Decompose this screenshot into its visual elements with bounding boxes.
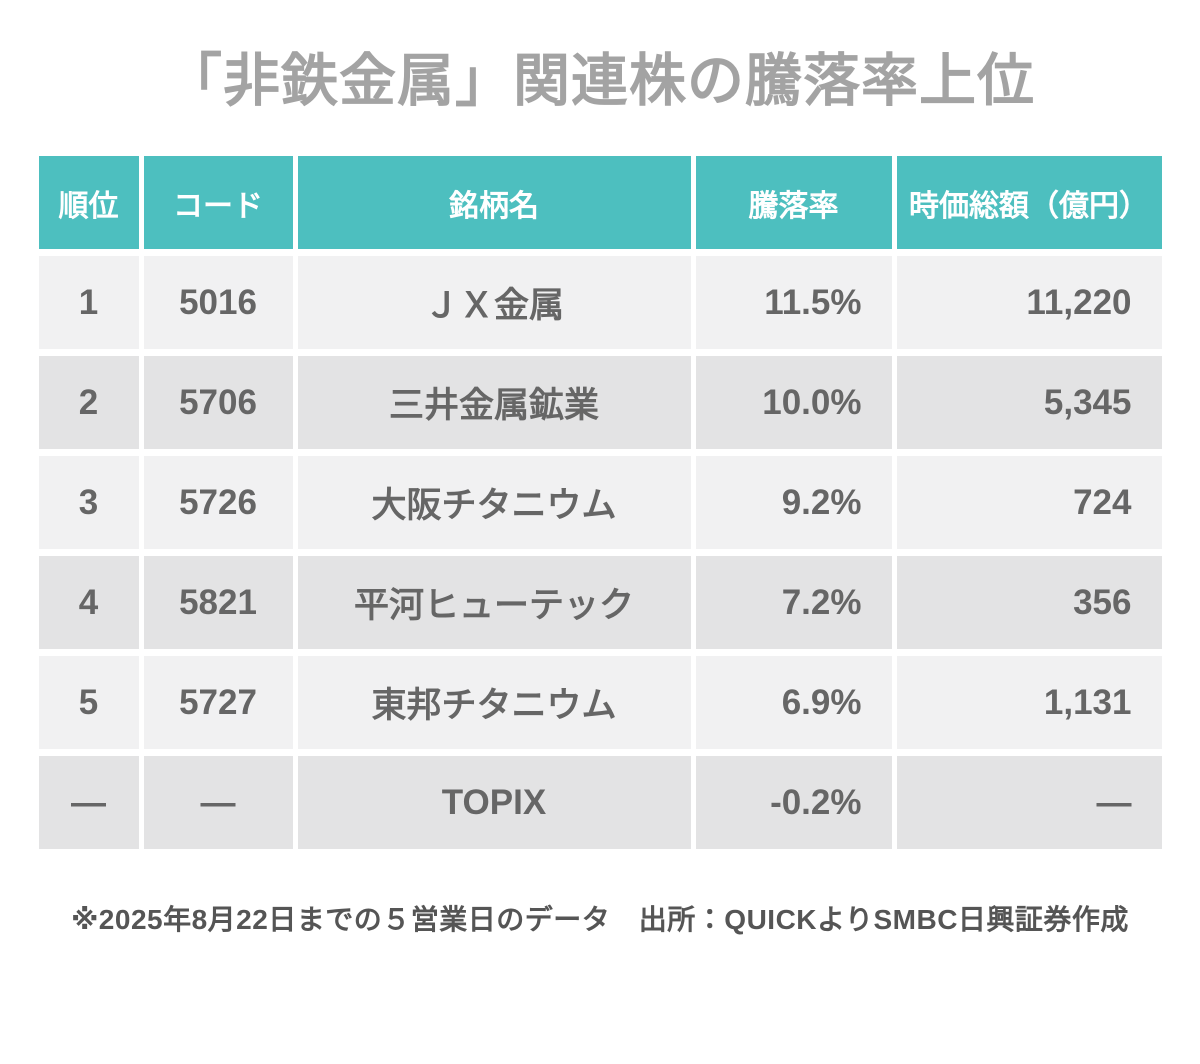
- change-cell: 6.9%: [695, 656, 892, 750]
- column-header-name: 銘柄名: [297, 156, 691, 250]
- name-cell: 東邦チタニウム: [297, 656, 691, 750]
- mcap-cell: 356: [896, 556, 1162, 650]
- code-cell: 5727: [143, 656, 293, 750]
- change-cell: 11.5%: [695, 256, 892, 350]
- rank-cell: 1: [38, 256, 139, 350]
- rank-cell: 2: [38, 356, 139, 450]
- mcap-cell: —: [896, 756, 1162, 850]
- name-cell: ＪＸ金属: [297, 256, 691, 350]
- column-header-code: コード: [143, 156, 293, 250]
- name-cell: 大阪チタニウム: [297, 456, 691, 550]
- column-header-rank: 順位: [38, 156, 139, 250]
- table-row: 5 5727 東邦チタニウム 6.9% 1,131: [38, 656, 1162, 750]
- name-cell: 三井金属鉱業: [297, 356, 691, 450]
- table-row: 2 5706 三井金属鉱業 10.0% 5,345: [38, 356, 1162, 450]
- footnote: ※2025年8月22日までの５営業日のデータ 出所：QUICKよりSMBC日興証…: [71, 904, 1129, 936]
- rank-cell: 4: [38, 556, 139, 650]
- name-cell: 平河ヒューテック: [297, 556, 691, 650]
- table-body: 1 5016 ＪＸ金属 11.5% 11,220 2 5706 三井金属鉱業 10.0% 5,34…: [38, 256, 1162, 850]
- table-header: 順位 コード 銘柄名 騰落率 時価総額（億円）: [38, 156, 1162, 250]
- table-row: 4 5821 平河ヒューテック 7.2% 356: [38, 556, 1162, 650]
- code-cell: —: [143, 756, 293, 850]
- column-header-change: 騰落率: [695, 156, 892, 250]
- code-cell: 5726: [143, 456, 293, 550]
- column-header-mcap: 時価総額（億円）: [896, 156, 1162, 250]
- name-cell: TOPIX: [297, 756, 691, 850]
- header-row: 順位 コード 銘柄名 騰落率 時価総額（億円）: [38, 156, 1162, 250]
- table-row: 3 5726 大阪チタニウム 9.2% 724: [38, 456, 1162, 550]
- change-cell: 10.0%: [695, 356, 892, 450]
- change-cell: 9.2%: [695, 456, 892, 550]
- page-title: 「非鉄金属」関連株の騰落率上位: [165, 49, 1035, 113]
- code-cell: 5821: [143, 556, 293, 650]
- code-cell: 5706: [143, 356, 293, 450]
- mcap-cell: 1,131: [896, 656, 1162, 750]
- rank-cell: 3: [38, 456, 139, 550]
- rank-cell: 5: [38, 656, 139, 750]
- rank-cell: —: [38, 756, 139, 850]
- code-cell: 5016: [143, 256, 293, 350]
- mcap-cell: 5,345: [896, 356, 1162, 450]
- change-cell: 7.2%: [695, 556, 892, 650]
- ranking-table: 順位 コード 銘柄名 騰落率 時価総額（億円） 1 5016 ＪＸ金属 11.5% 11,220…: [34, 149, 1167, 856]
- mcap-cell: 724: [896, 456, 1162, 550]
- change-cell: -0.2%: [695, 756, 892, 850]
- mcap-cell: 11,220: [896, 256, 1162, 350]
- table-row: — — TOPIX -0.2% —: [38, 756, 1162, 850]
- table-row: 1 5016 ＪＸ金属 11.5% 11,220: [38, 256, 1162, 350]
